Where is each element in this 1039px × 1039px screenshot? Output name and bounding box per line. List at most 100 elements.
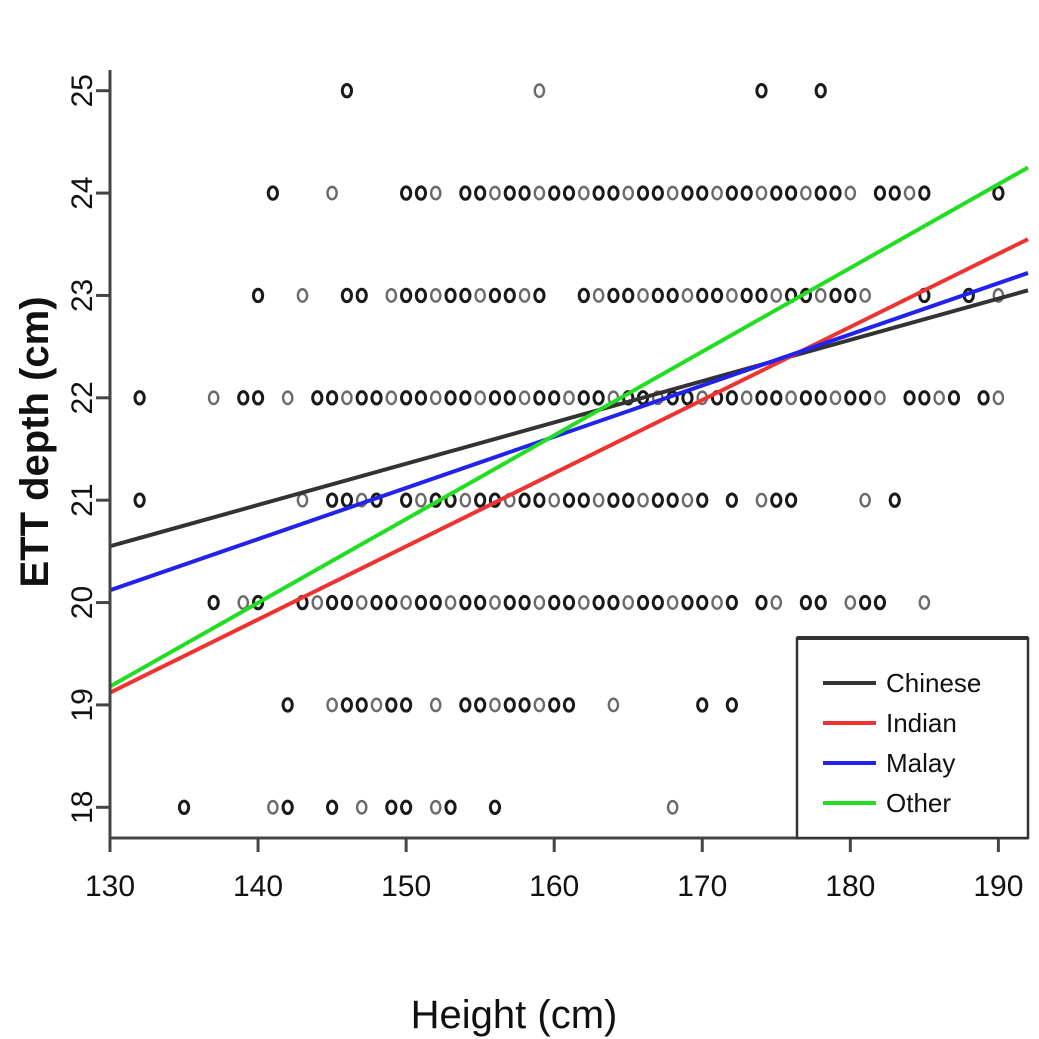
data-point [577,287,590,304]
data-point [859,288,871,303]
data-point [518,288,531,303]
data-point [415,492,427,508]
data-point [237,390,250,406]
data-point [385,390,398,406]
data-point [711,185,723,201]
data-point [888,185,901,201]
data-point [251,594,265,611]
data-point [311,390,324,406]
data-point [666,492,679,508]
data-point [474,492,487,508]
data-point [518,390,531,406]
data-point [503,390,516,406]
data-point [577,390,590,406]
data-point [740,390,753,406]
data-point [548,594,561,611]
data-point [578,185,590,201]
data-point [385,697,398,713]
data-point [844,595,857,610]
data-point [503,287,516,304]
data-point [311,595,324,610]
data-point [400,492,413,508]
y-axis-title: ETT depth (cm) [13,296,57,587]
data-point [459,390,472,406]
data-point [548,185,561,201]
data-point [474,185,487,201]
data-point [784,492,798,508]
data-point [681,492,694,508]
data-point [429,799,442,815]
data-point [281,390,294,406]
data-point [666,287,679,304]
data-point [799,390,813,406]
legend-label: Chinese [886,668,981,698]
data-point [711,595,723,610]
data-point [592,594,605,611]
data-point [533,697,546,713]
data-point [325,799,339,815]
data-point [607,287,620,304]
data-point [340,594,354,611]
data-point [607,185,620,201]
data-point [488,390,502,406]
data-point [710,287,724,304]
data-point [429,185,442,201]
data-point [578,595,590,610]
series-line-indian [109,237,1029,695]
data-point [607,594,620,611]
data-point [326,185,338,201]
data-point [622,185,635,201]
data-point [859,492,871,508]
data-point [177,799,191,815]
data-point [814,288,827,303]
data-point [444,595,457,610]
y-tick-label: 24 [66,176,99,209]
data-point [636,185,650,201]
data-point [918,390,931,406]
data-point [414,287,428,304]
data-point [489,595,501,610]
data-point [770,390,783,406]
data-point [651,594,664,611]
data-point [592,185,605,201]
data-point [474,594,487,611]
data-point [474,288,486,303]
data-point [725,697,738,713]
data-point [518,185,531,201]
x-tick-label: 190 [973,870,1023,903]
data-point [607,492,620,508]
data-point [755,594,768,611]
data-point [518,697,531,713]
data-point [133,492,146,508]
data-point [725,594,738,611]
y-tick-label: 23 [66,279,99,312]
data-point [355,799,368,815]
data-point [340,83,354,99]
data-point [385,288,398,303]
data-point [814,594,827,611]
y-tick-label: 22 [66,381,99,414]
data-point [814,83,827,99]
series-line-malay [109,271,1029,593]
data-point [903,185,916,201]
data-point [696,492,709,508]
legend: Chinese Indian Malay Other [795,636,1030,840]
data-point [622,492,635,508]
data-point [400,185,413,201]
x-tick-label: 150 [381,870,431,903]
data-point [873,185,887,201]
data-point [726,288,738,303]
data-point [651,287,664,304]
data-point [637,492,649,508]
data-point [637,288,649,303]
data-point [681,594,694,611]
data-point [770,595,783,610]
data-point [296,288,309,303]
data-point [459,492,472,508]
data-point [755,390,768,406]
data-point [562,697,576,713]
y-tick-label: 21 [66,483,99,516]
data-point [474,697,487,713]
data-point [503,594,516,611]
